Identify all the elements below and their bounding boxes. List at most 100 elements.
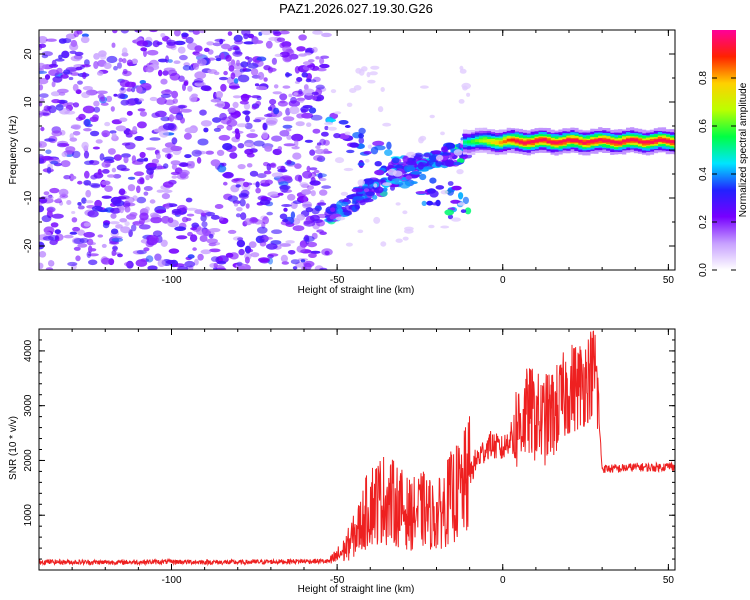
heatmap-cell xyxy=(251,95,261,99)
heatmap-cell xyxy=(110,196,122,204)
heatmap-cell xyxy=(236,59,240,67)
heatmap-cell xyxy=(243,41,255,45)
snr-xlabel: Height of straight line (km) xyxy=(298,584,415,595)
heatmap-cell xyxy=(88,245,93,254)
heatmap-cell xyxy=(189,94,198,103)
heatmap-cell xyxy=(39,251,47,258)
heatmap-cell xyxy=(315,84,325,90)
heatmap-cell xyxy=(44,138,56,142)
heatmap-cell xyxy=(165,259,176,265)
heatmap-cell xyxy=(349,142,360,148)
heatmap-cell xyxy=(365,191,376,197)
heatmap-cell xyxy=(431,150,442,155)
heatmap-cell xyxy=(382,187,388,192)
y-tick-label: -20 xyxy=(23,238,34,253)
heatmap-cell xyxy=(185,197,193,203)
heatmap-cell xyxy=(127,176,136,180)
heatmap-cell xyxy=(281,261,289,265)
heatmap-cell xyxy=(227,195,239,202)
heatmap-cell xyxy=(218,134,231,141)
heatmap-cell xyxy=(369,71,378,76)
heatmap-cell xyxy=(191,149,202,157)
heatmap-cell xyxy=(232,101,239,109)
heatmap-cell xyxy=(630,138,635,142)
heatmap-cell xyxy=(117,253,123,258)
heatmap-cell xyxy=(126,110,133,116)
heatmap-cell xyxy=(649,140,655,144)
heatmap-cell xyxy=(349,88,357,93)
heatmap-cell xyxy=(303,220,316,227)
heatmap-cell xyxy=(441,146,448,153)
heatmap-cell xyxy=(510,138,515,142)
heatmap-cell xyxy=(148,235,160,244)
heatmap-cell xyxy=(289,106,300,115)
heatmap-cell xyxy=(287,193,296,201)
heatmap-cell xyxy=(288,100,301,107)
heatmap-cell xyxy=(177,46,186,54)
heatmap-cell xyxy=(235,213,241,218)
heatmap-cell xyxy=(160,78,168,85)
heatmap-cell xyxy=(333,133,341,139)
heatmap-cell xyxy=(88,259,98,266)
heatmap-cell xyxy=(58,38,67,44)
heatmap-cell xyxy=(370,146,379,155)
heatmap-cell xyxy=(187,254,195,259)
heatmap-cell xyxy=(124,142,136,150)
heatmap-cell xyxy=(288,93,293,98)
heatmap-cell xyxy=(279,130,290,137)
heatmap-cell xyxy=(185,217,192,222)
heatmap-cell xyxy=(310,114,323,121)
heatmap-cell xyxy=(428,159,434,167)
heatmap-cell xyxy=(100,96,106,102)
heatmap-cell xyxy=(279,42,285,49)
heatmap-cell xyxy=(143,186,153,191)
heatmap-cell xyxy=(618,141,623,145)
heatmap-cell xyxy=(245,115,250,123)
heatmap-cell xyxy=(283,143,296,147)
heatmap-cell xyxy=(194,209,204,215)
heatmap-cell xyxy=(45,38,57,42)
heatmap-cell xyxy=(56,67,63,74)
heatmap-cell xyxy=(119,218,128,223)
heatmap-cell xyxy=(319,231,327,235)
heatmap-cell xyxy=(303,52,312,56)
heatmap-cell xyxy=(82,105,95,114)
heatmap-cell xyxy=(444,209,455,216)
heatmap-cell xyxy=(311,91,319,96)
heatmap-cell xyxy=(362,178,375,185)
heatmap-cell xyxy=(104,185,113,192)
heatmap-cell xyxy=(234,40,244,45)
heatmap-cell xyxy=(212,117,222,123)
heatmap-cell xyxy=(239,100,249,105)
heatmap-cell xyxy=(299,182,309,187)
heatmap-cell xyxy=(236,207,243,212)
heatmap-cell xyxy=(50,222,59,228)
heatmap-cell xyxy=(93,61,99,69)
heatmap-cell xyxy=(197,253,204,261)
heatmap-cell xyxy=(498,141,504,145)
heatmap-cell xyxy=(145,66,154,73)
heatmap-cell xyxy=(181,32,189,38)
heatmap-cell xyxy=(194,45,203,52)
heatmap-cell xyxy=(238,248,245,256)
heatmap-cell xyxy=(574,139,579,142)
heatmap-cell xyxy=(220,83,227,92)
heatmap-cell xyxy=(77,180,83,185)
heatmap-cell xyxy=(380,241,387,247)
heatmap-cell xyxy=(45,149,52,155)
heatmap-cell xyxy=(445,142,456,150)
heatmap-cell xyxy=(315,56,320,60)
heatmap-cell xyxy=(357,179,365,187)
heatmap-cell xyxy=(317,202,327,206)
heatmap-cell xyxy=(246,163,253,168)
heatmap-cell xyxy=(167,217,174,224)
heatmap-cell xyxy=(197,138,209,146)
heatmap-cell xyxy=(357,162,365,167)
heatmap-cell xyxy=(143,191,149,196)
heatmap-cell xyxy=(336,200,343,209)
heatmap-cell xyxy=(661,138,667,142)
x-tick-label: 0 xyxy=(500,275,506,286)
heatmap-cell xyxy=(391,178,403,185)
heatmap-cell xyxy=(260,30,273,36)
heatmap-cell xyxy=(194,71,207,80)
